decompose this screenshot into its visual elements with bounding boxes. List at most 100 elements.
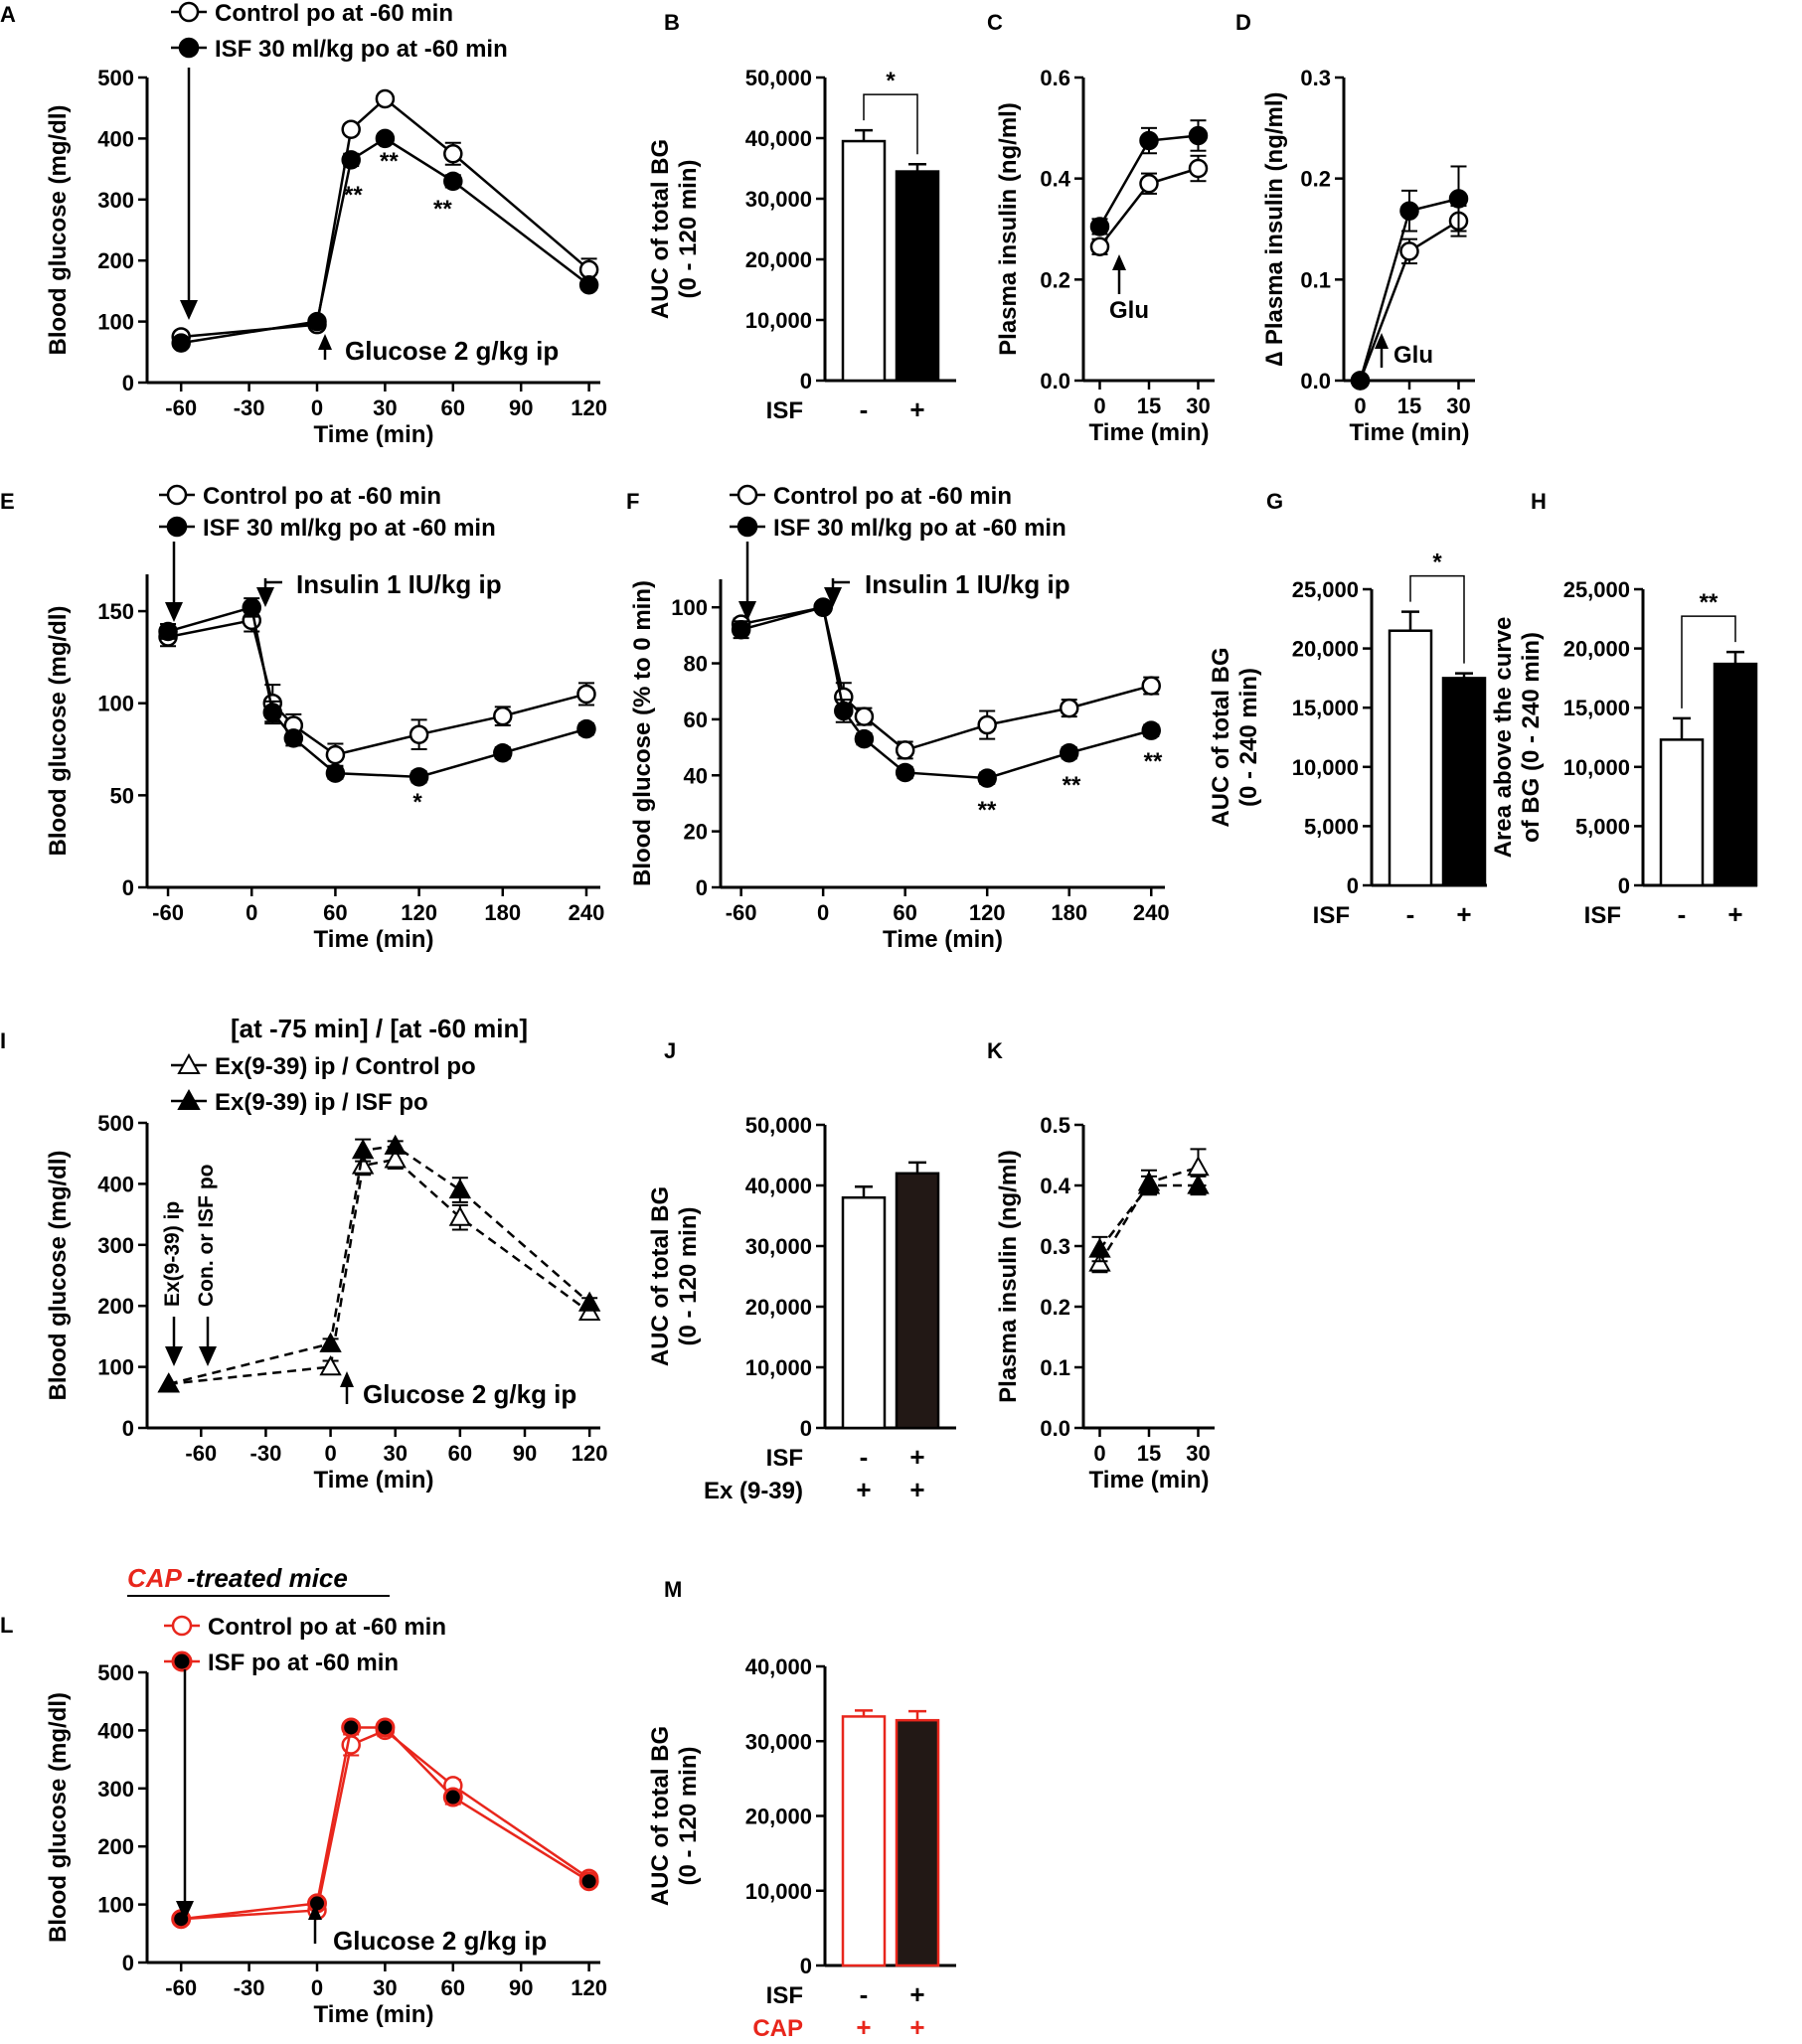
bar-j-1 — [895, 1172, 940, 1430]
row-label-g: ISF — [1313, 902, 1350, 929]
y-tick-label-f: 20 — [684, 820, 708, 845]
row-label-j: ISF — [766, 1445, 803, 1472]
y-axis-label-g: AUC of total BG — [1208, 647, 1234, 827]
bar-g-0 — [1388, 629, 1433, 887]
y-tick-label-h: 15,000 — [1563, 696, 1630, 720]
y-tick-label-j: 20,000 — [745, 1295, 812, 1320]
y-tick-label-j: 40,000 — [745, 1174, 812, 1198]
y-axis-label2-m: (0 - 120 min) — [675, 1746, 702, 1885]
data-point-e-0 — [493, 706, 513, 726]
data-point-e-1 — [158, 621, 178, 642]
series-line-a-0 — [181, 96, 590, 339]
sig-bracket-b — [863, 93, 918, 155]
row-sign-h: - — [1678, 899, 1687, 929]
row-sign-h: + — [1727, 899, 1742, 929]
title-l-rest: -treated mice — [187, 1563, 348, 1593]
y-tick-label-d: 0.0 — [1300, 369, 1331, 393]
data-point-f-0 — [854, 707, 875, 726]
data-point-f-1 — [731, 619, 751, 640]
y-tick-label-f: 80 — [684, 652, 708, 677]
x-tick-label-i: -60 — [185, 1441, 217, 1466]
row-label-m: CAP — [752, 2015, 803, 2042]
x-tick-label-a: -30 — [234, 395, 265, 420]
panel-letter-k: K — [987, 1038, 1003, 1063]
series-line-e-1 — [167, 605, 587, 779]
sig-star-g: * — [1432, 550, 1442, 576]
annotation-a: Glucose 2 g/kg ip — [345, 336, 559, 366]
x-tick-label-e: 60 — [323, 900, 347, 925]
data-point-c-1 — [1089, 217, 1110, 236]
row-sign-g: - — [1406, 899, 1415, 929]
x-tick-label-f: 180 — [1051, 900, 1087, 925]
y-tick-label-b: 30,000 — [745, 187, 812, 212]
annotation-f: Insulin 1 IU/kg ip — [865, 569, 1070, 599]
legend-f-swatch-marker — [737, 516, 758, 538]
data-point-a-1 — [341, 150, 361, 170]
y-tick-label-d: 0.2 — [1300, 167, 1331, 192]
y-tick-label-c: 0.4 — [1040, 167, 1070, 192]
y-axis-label-l: Blood glucose (mg/dl) — [45, 1692, 72, 1943]
data-point-f-0 — [977, 714, 997, 735]
y-tick-label-b: 20,000 — [745, 247, 812, 272]
y-tick-label-k: 0.4 — [1040, 1174, 1070, 1198]
y-tick-label-g: 10,000 — [1292, 755, 1359, 780]
data-point-d-0 — [1399, 241, 1419, 261]
y-tick-label-a: 300 — [97, 188, 134, 213]
x-tick-label-l: 90 — [509, 1975, 533, 2000]
arrow-e-insulin-head — [256, 587, 274, 607]
legend-e-entry: ISF 30 ml/kg po at -60 min — [203, 515, 496, 542]
panel-letter-a: A — [0, 2, 16, 27]
legend-f-swatch-marker — [737, 484, 758, 506]
data-point-a-1 — [578, 275, 599, 295]
panel-letter-f: F — [626, 489, 639, 514]
row-sign-g: + — [1456, 899, 1471, 929]
y-tick-label-a: 100 — [97, 310, 134, 335]
data-point-e-1 — [283, 728, 304, 748]
y-tick-label-m: 20,000 — [745, 1805, 812, 1829]
arrow-l-pretreat-head — [176, 1901, 194, 1921]
panel-letter-e: E — [0, 489, 15, 514]
y-tick-label-c: 0.0 — [1040, 369, 1070, 393]
y-tick-label-i: 300 — [97, 1233, 134, 1258]
data-point-k-1 — [1088, 1237, 1111, 1258]
row-sign-j: + — [909, 1442, 924, 1472]
bar-h-0 — [1659, 738, 1705, 887]
y-tick-label-k: 0.1 — [1040, 1355, 1070, 1380]
legend-a-swatch-marker — [178, 37, 200, 59]
y-axis-label2-g: (0 - 240 min) — [1235, 668, 1262, 807]
y-axis-label2-h: of BG (0 - 240 min) — [1518, 632, 1545, 843]
data-point-f-0 — [1141, 676, 1161, 696]
annotation-e: Insulin 1 IU/kg ip — [296, 569, 502, 599]
panel-letter-b: B — [664, 10, 680, 35]
x-axis-label-k: Time (min) — [1089, 1467, 1210, 1494]
y-tick-label-h: 20,000 — [1563, 637, 1630, 662]
panel-letter-j: J — [664, 1038, 676, 1063]
x-tick-label-f: 0 — [817, 900, 829, 925]
data-point-e-0 — [409, 724, 429, 744]
y-axis-label-b: AUC of total BG — [647, 139, 674, 319]
series-line-l-0 — [181, 1728, 590, 1921]
x-tick-label-e: -60 — [152, 900, 184, 925]
data-point-e-1 — [409, 767, 429, 787]
data-point-c-0 — [1188, 158, 1209, 179]
data-point-l-1 — [442, 1787, 463, 1808]
x-axis-label-a: Time (min) — [314, 421, 434, 448]
x-tick-label-i: 0 — [324, 1441, 336, 1466]
y-axis-label-e: Blood glucose (mg/dl) — [45, 606, 72, 857]
y-axis-label-j: AUC of total BG — [647, 1186, 674, 1366]
x-tick-label-f: 240 — [1133, 900, 1170, 925]
data-point-a-1 — [443, 171, 463, 192]
series-line-f-0 — [740, 605, 1152, 752]
x-tick-label-k: 15 — [1137, 1441, 1161, 1466]
y-tick-label-e: 100 — [97, 692, 134, 716]
y-tick-label-d: 0.1 — [1300, 267, 1331, 292]
data-point-i-1 — [577, 1291, 601, 1312]
legend-e-entry: Control po at -60 min — [203, 483, 441, 510]
legend-i-entry: Ex(9-39) ip / Control po — [215, 1053, 476, 1080]
data-point-i-1 — [157, 1372, 180, 1393]
x-tick-label-i: 120 — [572, 1441, 608, 1466]
x-tick-label-k: 0 — [1093, 1441, 1105, 1466]
x-axis-label-l: Time (min) — [314, 2001, 434, 2028]
sig-star-a: ** — [380, 148, 399, 175]
